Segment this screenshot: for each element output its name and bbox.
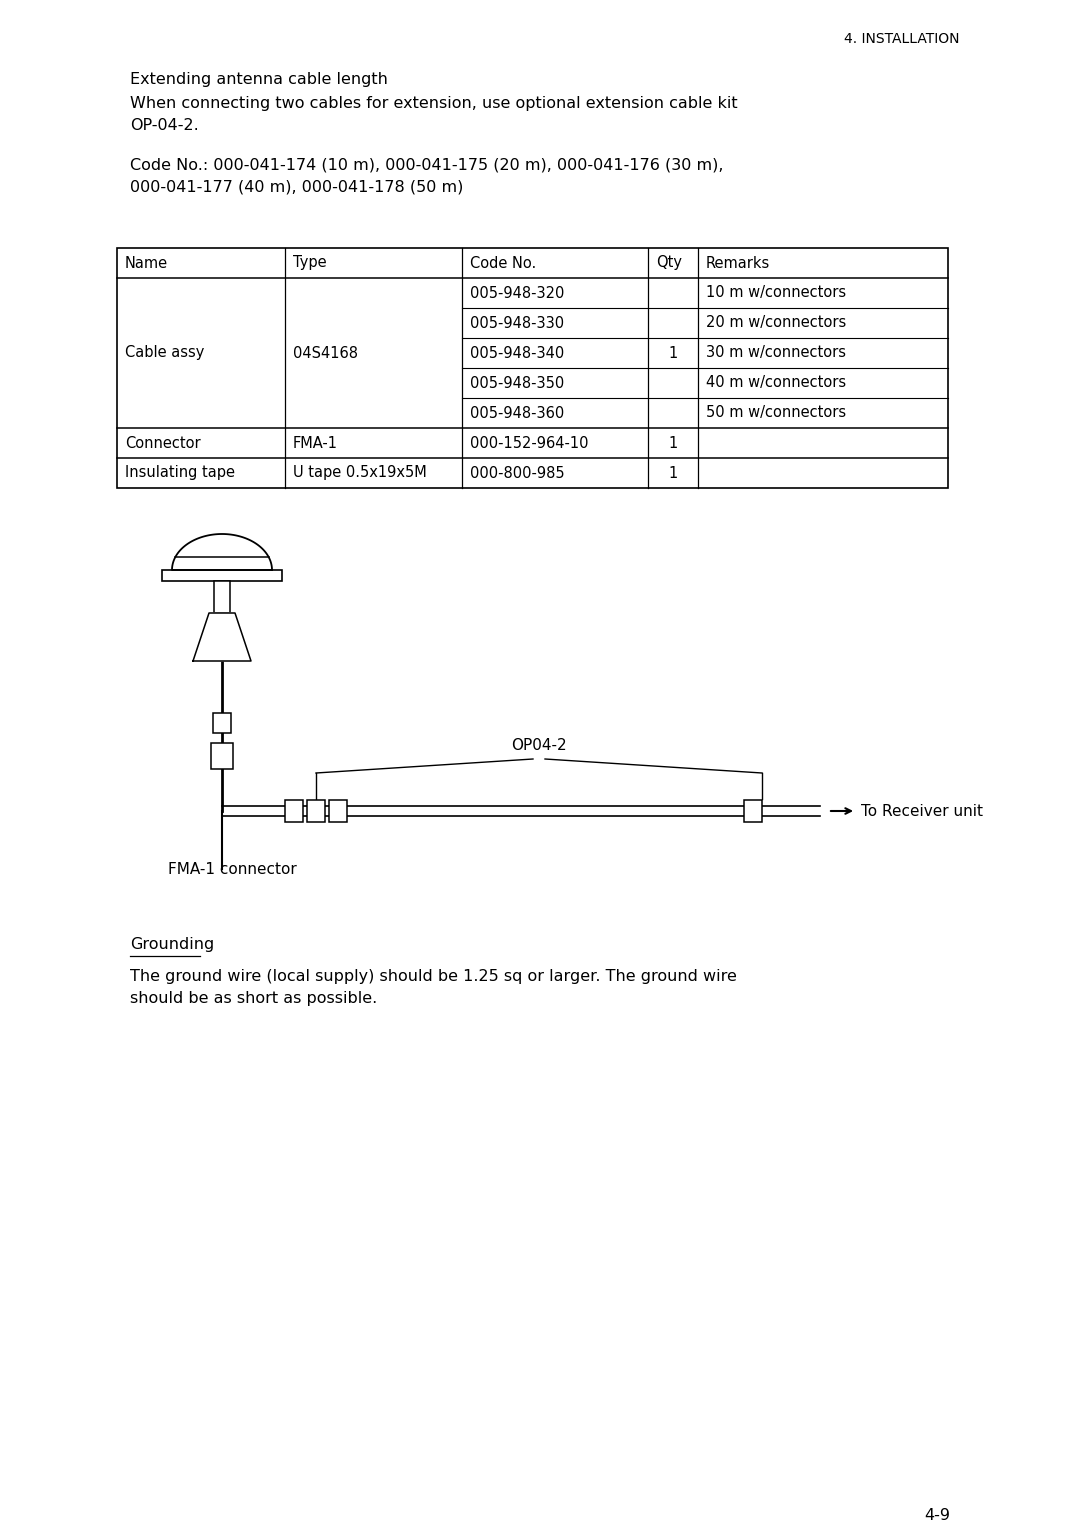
Polygon shape xyxy=(193,613,251,662)
Text: Cable assy: Cable assy xyxy=(125,345,204,361)
Bar xyxy=(214,581,230,613)
Text: U tape 0.5x19x5M: U tape 0.5x19x5M xyxy=(293,466,427,480)
Text: 000-152-964-10: 000-152-964-10 xyxy=(470,435,589,451)
Text: 50 m w/connectors: 50 m w/connectors xyxy=(706,405,846,420)
Text: 000-041-177 (40 m), 000-041-178 (50 m): 000-041-177 (40 m), 000-041-178 (50 m) xyxy=(130,179,463,194)
Text: 4. INSTALLATION: 4. INSTALLATION xyxy=(845,32,960,46)
Text: Code No.: Code No. xyxy=(470,255,537,270)
Text: Insulating tape: Insulating tape xyxy=(125,466,235,480)
Bar xyxy=(211,743,233,769)
Text: 1: 1 xyxy=(669,435,677,451)
Text: 005-948-350: 005-948-350 xyxy=(470,376,564,391)
Text: 005-948-320: 005-948-320 xyxy=(470,286,565,301)
Text: OP04-2: OP04-2 xyxy=(511,738,567,753)
Bar xyxy=(117,248,948,487)
Text: The ground wire (local supply) should be 1.25 sq or larger. The ground wire: The ground wire (local supply) should be… xyxy=(130,969,737,984)
Text: 1: 1 xyxy=(669,345,677,361)
Text: 30 m w/connectors: 30 m w/connectors xyxy=(706,345,846,361)
Text: OP-04-2.: OP-04-2. xyxy=(130,118,199,133)
Text: FMA-1 connector: FMA-1 connector xyxy=(167,862,296,877)
Bar xyxy=(329,801,347,822)
Text: 4-9: 4-9 xyxy=(924,1508,950,1523)
Text: Code No.: 000-041-174 (10 m), 000-041-175 (20 m), 000-041-176 (30 m),: Code No.: 000-041-174 (10 m), 000-041-17… xyxy=(130,157,724,173)
Bar xyxy=(307,801,325,822)
Text: When connecting two cables for extension, use optional extension cable kit: When connecting two cables for extension… xyxy=(130,96,738,112)
Text: 000-800-985: 000-800-985 xyxy=(470,466,565,480)
Bar xyxy=(162,570,282,581)
Bar xyxy=(213,714,231,733)
Text: 20 m w/connectors: 20 m w/connectors xyxy=(706,315,847,330)
Text: Connector: Connector xyxy=(125,435,201,451)
Text: Qty: Qty xyxy=(656,255,681,270)
Text: 005-948-360: 005-948-360 xyxy=(470,405,564,420)
Text: Extending antenna cable length: Extending antenna cable length xyxy=(130,72,388,87)
Text: Name: Name xyxy=(125,255,168,270)
Text: 005-948-340: 005-948-340 xyxy=(470,345,564,361)
Bar xyxy=(744,801,762,822)
Text: 005-948-330: 005-948-330 xyxy=(470,315,564,330)
Polygon shape xyxy=(172,533,272,570)
Text: Grounding: Grounding xyxy=(130,937,214,952)
Text: FMA-1: FMA-1 xyxy=(293,435,338,451)
Text: 40 m w/connectors: 40 m w/connectors xyxy=(706,376,846,391)
Text: 10 m w/connectors: 10 m w/connectors xyxy=(706,286,846,301)
Text: 1: 1 xyxy=(669,466,677,480)
Text: Type: Type xyxy=(293,255,326,270)
Bar xyxy=(285,801,303,822)
Text: 04S4168: 04S4168 xyxy=(293,345,357,361)
Text: Remarks: Remarks xyxy=(706,255,770,270)
Text: should be as short as possible.: should be as short as possible. xyxy=(130,992,377,1005)
Text: To Receiver unit: To Receiver unit xyxy=(861,804,983,819)
